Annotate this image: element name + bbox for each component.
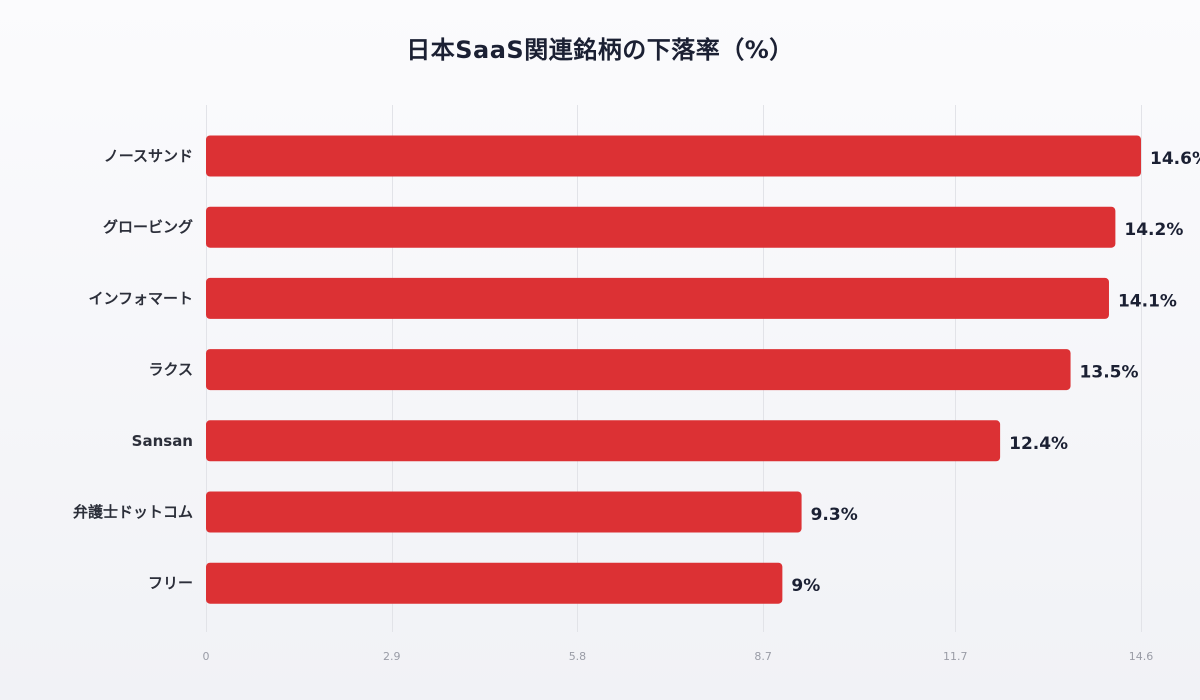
value-label: 9.3% <box>811 505 858 525</box>
chart-title: 日本SaaS関連銘柄の下落率（%） <box>406 36 794 64</box>
value-label: 14.2% <box>1124 220 1183 240</box>
category-label: グロービング <box>103 218 193 236</box>
bar[interactable] <box>206 420 1001 462</box>
category-label: Sansan <box>132 432 193 450</box>
category-label: ノースサンド <box>104 147 193 165</box>
bar[interactable] <box>206 277 1109 319</box>
value-label: 14.1% <box>1118 291 1177 311</box>
bar[interactable] <box>206 562 783 604</box>
bar[interactable] <box>206 491 802 533</box>
x-tick-label: 0 <box>203 650 210 663</box>
label-layer: 0 2.9 5.8 8.7 11.7 14.6 ノースサンド 14.6% グロービング 14.2%… <box>73 147 1200 663</box>
value-label: 13.5% <box>1080 363 1139 383</box>
x-tick-label: 11.7 <box>943 650 968 663</box>
value-label: 9% <box>791 576 820 596</box>
category-label: フリー <box>148 574 193 592</box>
x-tick-label: 2.9 <box>383 650 401 663</box>
bar-layer <box>206 135 1141 604</box>
x-tick-label: 14.6 <box>1129 650 1154 663</box>
bar[interactable] <box>206 135 1141 177</box>
x-tick-label: 8.7 <box>754 650 772 663</box>
x-tick-label: 5.8 <box>569 650 587 663</box>
category-label: 弁護士ドットコム <box>73 503 193 521</box>
category-label: インフォマート <box>88 289 193 307</box>
bar[interactable] <box>206 349 1071 391</box>
value-label: 14.6% <box>1150 149 1200 169</box>
value-label: 12.4% <box>1009 434 1068 454</box>
category-label: ラクス <box>148 361 193 379</box>
bar[interactable] <box>206 206 1116 248</box>
